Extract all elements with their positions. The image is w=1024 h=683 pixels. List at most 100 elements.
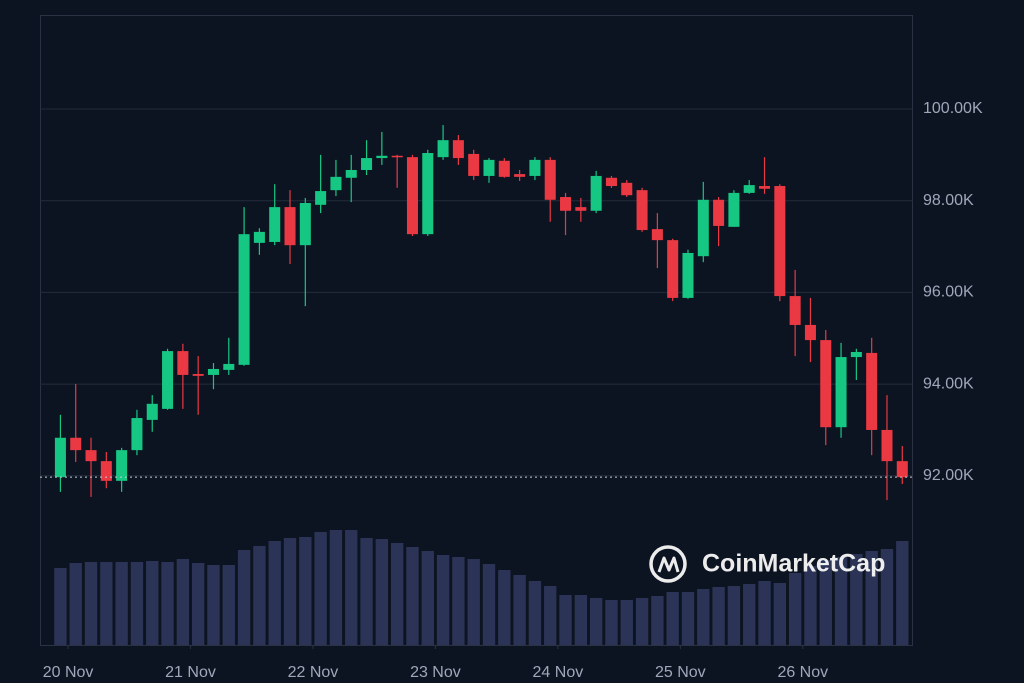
x-tick-label: 26 Nov xyxy=(777,664,828,681)
x-tick-label: 22 Nov xyxy=(288,664,339,681)
volume-bar xyxy=(773,583,787,645)
volume-bar xyxy=(421,551,434,645)
volume-bar xyxy=(283,538,297,645)
candle-body xyxy=(651,229,663,241)
candle-body xyxy=(728,192,740,227)
grid xyxy=(40,108,913,477)
y-tick-label: 94.00K xyxy=(923,375,974,392)
volume-bar xyxy=(743,584,756,645)
candle-body xyxy=(70,437,82,451)
volume-bar xyxy=(482,564,496,645)
candle-body xyxy=(636,190,648,231)
candle-body xyxy=(483,159,495,176)
candle-body xyxy=(789,296,801,325)
volume-bar xyxy=(100,562,113,645)
candle-body xyxy=(498,160,510,177)
candle-body xyxy=(605,177,617,187)
volume-bar xyxy=(681,592,695,645)
candle-body xyxy=(376,155,388,159)
candle-body xyxy=(697,199,709,257)
volume-bar xyxy=(115,562,128,645)
candle-body xyxy=(682,252,694,298)
volume-bar xyxy=(436,555,450,645)
candle-body xyxy=(85,450,97,462)
y-tick-label: 96.00K xyxy=(923,284,974,301)
candle-body xyxy=(621,182,633,196)
candle-body xyxy=(345,169,357,178)
volume-bar xyxy=(727,586,741,645)
volume-bar xyxy=(406,547,419,645)
candle-body xyxy=(560,197,572,211)
volume-bar xyxy=(589,598,603,645)
volume-bar xyxy=(620,600,633,645)
candle-body xyxy=(406,157,418,235)
candle-body xyxy=(269,207,281,242)
volume-bar xyxy=(896,541,909,645)
candle-body xyxy=(850,352,862,358)
candle-body xyxy=(299,202,311,246)
volume-bar xyxy=(559,595,572,645)
volume-bar xyxy=(758,581,771,645)
volume-bar xyxy=(513,575,526,645)
candle-body xyxy=(468,153,480,176)
candle-body xyxy=(223,363,235,370)
candles xyxy=(40,125,913,501)
candle-body xyxy=(54,437,66,478)
candle-body xyxy=(514,174,526,177)
volume-bar xyxy=(788,573,802,645)
volume-bar xyxy=(84,562,98,645)
volume-bar xyxy=(253,546,266,645)
watermark-logo xyxy=(649,545,687,583)
watermark-logo-mark xyxy=(657,556,680,573)
volume-bars xyxy=(54,530,909,645)
volume-bar xyxy=(345,530,358,645)
y-tick-label: 98.00K xyxy=(923,192,974,209)
volume-bar xyxy=(314,532,327,645)
candle-body xyxy=(253,231,265,243)
volume-bar xyxy=(498,570,511,645)
volume-bar xyxy=(819,560,832,645)
y-tick-label: 92.00K xyxy=(923,467,974,484)
volume-bar xyxy=(467,559,480,645)
volume-bar xyxy=(528,581,542,645)
candle-body xyxy=(116,450,128,481)
volume-bar xyxy=(651,596,664,645)
volume-bar xyxy=(804,566,817,645)
candle-body xyxy=(881,429,893,462)
volume-bar xyxy=(865,551,878,645)
volume-bar xyxy=(268,541,281,645)
x-tick-label: 25 Nov xyxy=(655,664,706,681)
volume-bar xyxy=(329,530,343,645)
y-tick-label: 100.00K xyxy=(923,100,983,117)
candle-body xyxy=(391,155,403,158)
volume-bar xyxy=(130,562,144,645)
candle-body xyxy=(284,207,296,246)
volume-bar xyxy=(605,600,618,645)
candle-body xyxy=(743,185,755,193)
x-tick-label: 23 Nov xyxy=(410,664,461,681)
volume-bar xyxy=(375,539,389,645)
candle-body xyxy=(146,403,158,420)
volume-bar xyxy=(161,562,174,645)
candle-body xyxy=(437,140,449,158)
candle-body xyxy=(238,234,250,365)
candle-body xyxy=(804,324,816,341)
candle-body xyxy=(529,159,541,176)
volume-bar xyxy=(390,543,404,645)
volume-bar xyxy=(635,598,649,645)
volume-bar xyxy=(222,565,235,645)
volume-bar xyxy=(834,557,848,645)
volume-bar xyxy=(54,568,67,645)
candle-body xyxy=(177,351,189,375)
candle-body xyxy=(544,159,556,200)
volume-bar xyxy=(666,592,679,645)
x-tick-label: 20 Nov xyxy=(43,664,94,681)
candle-body xyxy=(162,351,174,409)
candle-body xyxy=(361,158,373,170)
volume-bar xyxy=(237,550,251,645)
volume-bar xyxy=(574,595,588,645)
candle-body xyxy=(866,352,878,430)
candle-body xyxy=(896,461,908,478)
volume-bar xyxy=(452,557,465,645)
